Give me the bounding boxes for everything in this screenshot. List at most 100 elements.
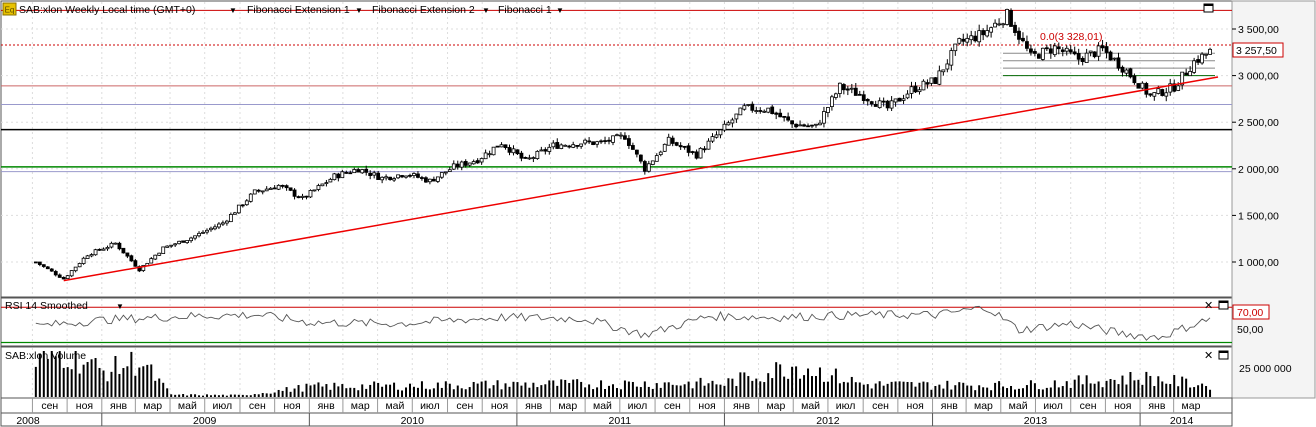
- rsi-close-icon[interactable]: ✕: [1204, 300, 1213, 312]
- candle-body: [515, 149, 520, 155]
- rsi-panel[interactable]: [0, 297, 1233, 347]
- volume-bar: [341, 384, 344, 397]
- candle-body: [849, 87, 854, 90]
- volume-bar: [946, 380, 949, 397]
- volume-bar: [1014, 389, 1017, 397]
- volume-bar: [1157, 376, 1160, 397]
- volume-bar: [253, 394, 256, 397]
- volume-bar: [1021, 388, 1024, 397]
- volume-label[interactable]: SAB:xlon Volume: [5, 350, 86, 362]
- candle-body: [571, 144, 576, 148]
- candle-body: [129, 255, 134, 262]
- volume-bar: [1017, 388, 1020, 397]
- instrument-icon[interactable]: [2, 2, 17, 16]
- candle-body: [686, 145, 691, 153]
- volume-bar: [1045, 387, 1048, 397]
- month-label: ноя: [283, 400, 300, 412]
- volume-bar: [966, 385, 969, 397]
- volume-bar: [1093, 383, 1096, 397]
- candle-body: [658, 151, 663, 156]
- candle-body: [937, 70, 942, 85]
- candle-body: [33, 261, 38, 264]
- volume-bar: [293, 388, 296, 397]
- candle-body: [1072, 51, 1077, 55]
- candle-body: [682, 145, 687, 148]
- indicator-label-fib-1[interactable]: Fibonacci 1: [498, 4, 552, 16]
- volume-close-icon[interactable]: ✕: [1204, 350, 1213, 362]
- rsi-label[interactable]: RSI 14 Smoothed: [5, 300, 88, 312]
- candle-body: [965, 38, 970, 43]
- candle-body: [1172, 83, 1177, 92]
- volume-bar: [464, 389, 467, 397]
- volume-bar: [213, 394, 216, 397]
- volume-bar: [584, 387, 587, 397]
- volume-bar: [440, 387, 443, 397]
- rsi-dropdown-icon[interactable]: ▼: [116, 302, 124, 311]
- volume-bar: [365, 388, 368, 397]
- volume-bar: [233, 394, 236, 397]
- volume-bar: [166, 388, 169, 397]
- month-label: мар: [766, 400, 785, 412]
- month-label: мар: [974, 400, 993, 412]
- volume-bar: [898, 381, 901, 397]
- volume-bar: [86, 362, 89, 397]
- candle-body: [109, 242, 114, 248]
- candle-body: [1084, 52, 1089, 63]
- candle-body: [833, 93, 838, 98]
- candle-body: [989, 27, 994, 33]
- year-label: 2011: [609, 415, 632, 427]
- fib-1-dropdown-icon[interactable]: ▼: [556, 6, 564, 15]
- instrument-label[interactable]: SAB:xlon Weekly Local time (GMT+0): [19, 4, 195, 16]
- candle-body: [57, 274, 62, 278]
- candle-body: [579, 143, 584, 147]
- candle-body: [857, 93, 862, 96]
- candle-body: [750, 103, 755, 111]
- volume-bar: [779, 364, 782, 397]
- volume-bar: [934, 385, 937, 397]
- candle-body: [599, 140, 603, 143]
- candle-body: [284, 185, 289, 189]
- volume-bar: [190, 394, 193, 397]
- candle-body: [408, 174, 412, 177]
- volume-bar: [556, 385, 559, 397]
- value-axis[interactable]: [1231, 0, 1316, 399]
- candle-body: [431, 178, 436, 182]
- trendline[interactable]: [63, 76, 1219, 282]
- candle-body: [678, 145, 683, 148]
- month-label: сен: [872, 400, 889, 412]
- candle-body: [392, 178, 396, 181]
- candle-body: [77, 263, 82, 268]
- volume-bar: [102, 370, 105, 397]
- candle-body: [1060, 49, 1065, 52]
- volume-bar: [416, 387, 419, 397]
- candle-body: [1040, 47, 1045, 60]
- volume-bar: [78, 373, 81, 397]
- volume-bar: [98, 367, 101, 397]
- candle-body: [985, 30, 990, 37]
- volume-bar: [564, 379, 567, 397]
- volume-bar: [695, 381, 698, 397]
- indicator-label-fib-ext-1[interactable]: Fibonacci Extension 1: [247, 4, 350, 16]
- candle-body: [774, 112, 779, 115]
- volume-bar: [377, 382, 380, 397]
- volume-bar: [1081, 384, 1084, 397]
- instrument-dropdown-icon[interactable]: ▼: [229, 6, 237, 15]
- volume-bar: [273, 392, 276, 397]
- rsi-line: [35, 305, 1211, 341]
- month-label: мар: [558, 400, 577, 412]
- volume-bar: [1197, 385, 1200, 397]
- candle-body: [491, 146, 496, 156]
- fib-ext-1-dropdown-icon[interactable]: ▼: [355, 6, 363, 15]
- volume-bar: [926, 382, 929, 397]
- candle-body: [742, 105, 747, 110]
- volume-bar: [755, 378, 758, 397]
- indicator-label-fib-ext-2[interactable]: Fibonacci Extension 2: [372, 4, 475, 16]
- volume-bar: [874, 383, 877, 397]
- candle-body: [316, 185, 321, 190]
- volume-bar: [249, 395, 252, 397]
- time-axis[interactable]: [0, 397, 1233, 427]
- volume-bar: [134, 375, 137, 397]
- fib-ext-2-dropdown-icon[interactable]: ▼: [482, 6, 490, 15]
- candle-body: [173, 243, 178, 246]
- candle-body: [1021, 37, 1025, 42]
